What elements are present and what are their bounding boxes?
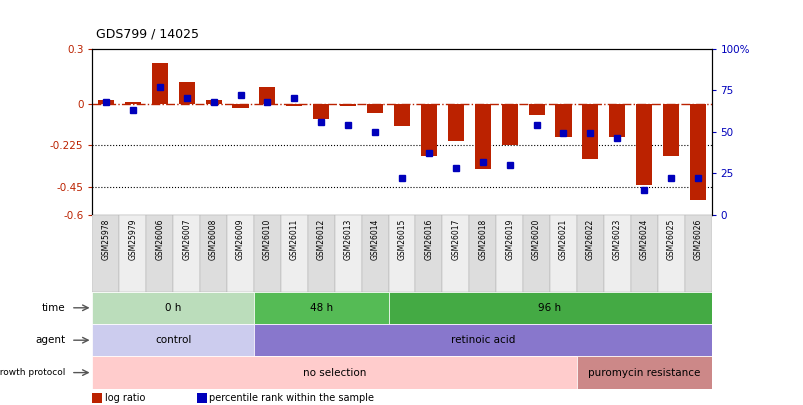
Bar (92, 356, 577, 389)
Bar (388, 215, 415, 292)
Bar (657, 215, 684, 292)
Text: 0 h: 0 h (165, 303, 181, 313)
Text: GSM26018: GSM26018 (478, 219, 487, 260)
Bar (254, 324, 711, 356)
Text: GSM26026: GSM26026 (693, 219, 702, 260)
Text: GSM26011: GSM26011 (289, 219, 299, 260)
Text: GSM26007: GSM26007 (182, 219, 191, 260)
Bar (178, 82, 194, 104)
Bar (420, 104, 437, 156)
Text: GSM26016: GSM26016 (424, 219, 433, 260)
Bar (603, 215, 630, 292)
Text: GSM26020: GSM26020 (532, 219, 540, 260)
Text: GSM26008: GSM26008 (209, 219, 218, 260)
Text: GSM26015: GSM26015 (397, 219, 406, 260)
Text: agent: agent (35, 335, 66, 345)
Bar (388, 292, 711, 324)
Bar (523, 215, 549, 292)
Bar (393, 104, 410, 126)
Text: 48 h: 48 h (309, 303, 332, 313)
Text: GSM26014: GSM26014 (370, 219, 379, 260)
Text: GSM26024: GSM26024 (639, 219, 648, 260)
Text: GSM26013: GSM26013 (343, 219, 353, 260)
Text: no selection: no selection (303, 368, 366, 377)
Text: GSM26017: GSM26017 (450, 219, 460, 260)
Bar (226, 215, 254, 292)
Bar (146, 215, 173, 292)
Text: GSM26025: GSM26025 (666, 219, 675, 260)
Bar (119, 215, 146, 292)
Bar (630, 215, 657, 292)
Text: log ratio: log ratio (104, 393, 145, 403)
Bar (474, 104, 490, 168)
Bar (501, 104, 517, 145)
Text: growth protocol: growth protocol (0, 368, 66, 377)
Bar (415, 215, 442, 292)
Bar (549, 215, 577, 292)
Text: GSM25978: GSM25978 (101, 219, 110, 260)
Text: retinoic acid: retinoic acid (450, 335, 514, 345)
Text: 96 h: 96 h (538, 303, 561, 313)
Bar (92, 324, 254, 356)
Bar (98, 100, 114, 104)
Bar (92, 215, 119, 292)
Text: control: control (155, 335, 191, 345)
Bar (684, 215, 711, 292)
Text: GSM26019: GSM26019 (504, 219, 514, 260)
Bar (259, 87, 275, 104)
Bar (206, 100, 222, 104)
Bar (442, 215, 469, 292)
Bar (577, 215, 603, 292)
Bar (92, 292, 254, 324)
Bar (280, 215, 308, 292)
Bar (366, 104, 383, 113)
Bar (152, 63, 168, 104)
Text: GSM26021: GSM26021 (558, 219, 567, 260)
Bar (528, 104, 544, 115)
Bar (200, 215, 226, 292)
Bar (286, 104, 302, 106)
Bar (581, 104, 597, 159)
Bar (254, 215, 280, 292)
Bar (334, 215, 361, 292)
Text: GSM26010: GSM26010 (263, 219, 271, 260)
Bar (609, 104, 625, 137)
Text: percentile rank within the sample: percentile rank within the sample (209, 393, 373, 403)
Bar (361, 215, 388, 292)
Bar (469, 215, 495, 292)
Text: GSM26012: GSM26012 (316, 219, 325, 260)
Bar (340, 104, 356, 106)
Bar (232, 104, 248, 108)
Bar (635, 104, 651, 185)
Text: GSM26022: GSM26022 (585, 219, 594, 260)
Bar (173, 215, 200, 292)
Text: GSM26006: GSM26006 (155, 219, 164, 260)
Bar (662, 104, 679, 156)
Text: time: time (42, 303, 66, 313)
Text: GSM26023: GSM26023 (612, 219, 621, 260)
Bar (254, 292, 388, 324)
Bar (313, 104, 329, 119)
Bar (555, 104, 571, 137)
Text: puromycin resistance: puromycin resistance (587, 368, 699, 377)
Bar (689, 104, 705, 200)
Bar (308, 215, 334, 292)
Bar (577, 356, 711, 389)
Text: GSM25979: GSM25979 (128, 219, 137, 260)
Text: GSM26009: GSM26009 (236, 219, 245, 260)
Text: GDS799 / 14025: GDS799 / 14025 (96, 28, 199, 40)
Bar (495, 215, 523, 292)
Bar (124, 102, 141, 104)
Bar (447, 104, 463, 141)
